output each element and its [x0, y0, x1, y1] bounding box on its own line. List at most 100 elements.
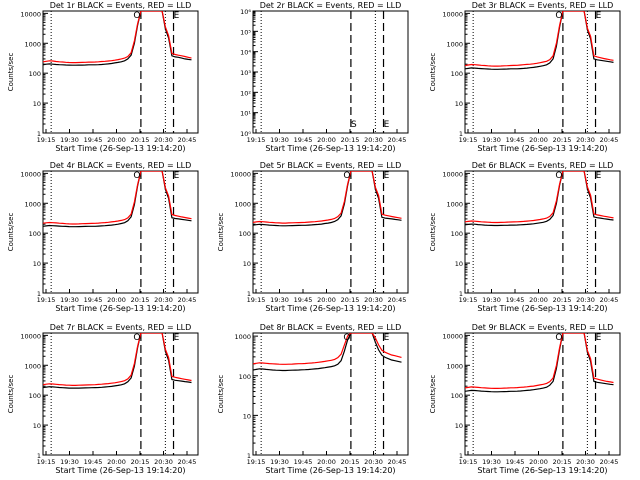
event-marker-o: O: [555, 333, 562, 343]
panel-det-5: Det 5r BLACK = Events, RED = LLD 19:15 19:…: [217, 161, 409, 313]
x-tick-label: 19:30: [482, 458, 501, 466]
plot-frame: [42, 332, 199, 456]
event-marker-o: O: [555, 11, 562, 21]
event-marker-o: O: [133, 11, 140, 21]
series-line-events: [465, 333, 614, 393]
x-tick-label: 20:00: [107, 136, 126, 144]
x-tick-label: 20:00: [529, 136, 548, 144]
panel-det-4: Det 4r BLACK = Events, RED = LLD 19:15 19:…: [7, 161, 199, 313]
x-axis-label: Start Time (26-Sep-13 19:14:20): [477, 144, 607, 153]
y-tick-label: 10¹: [240, 110, 251, 118]
x-tick-label: 20:15: [553, 296, 572, 304]
x-tick-label: 20:45: [178, 136, 197, 144]
y-tick-label: 10000: [20, 170, 41, 178]
series-line-lld: [43, 171, 192, 225]
event-marker-e: E: [384, 120, 390, 130]
x-tick-label: 19:15: [37, 458, 56, 466]
y-tick-label: 10000: [20, 10, 41, 18]
x-tick-label: 19:15: [247, 458, 266, 466]
y-tick-label: 10⁶: [240, 8, 251, 16]
plot-frame: [42, 10, 199, 134]
x-tick-label: 20:30: [154, 136, 173, 144]
x-tick-label: 19:45: [506, 136, 525, 144]
series-line-events: [465, 11, 614, 70]
x-tick-label: 19:45: [84, 296, 103, 304]
event-marker-o: O: [555, 171, 562, 181]
x-tick-label: 19:15: [459, 136, 478, 144]
event-marker-s: S: [351, 120, 357, 130]
series-line-events: [253, 171, 402, 227]
series-line-events: [43, 11, 192, 66]
y-tick-label: 1: [37, 290, 41, 298]
x-axis-label: Start Time (26-Sep-13 19:14:20): [265, 144, 395, 153]
y-tick-label: 1000: [234, 333, 251, 341]
x-tick-label: 19:45: [294, 296, 313, 304]
panel-title: Det 2r BLACK = Events, RED = LLD: [260, 1, 402, 10]
data-layer: [465, 333, 614, 393]
x-tick-label: 19:45: [84, 136, 103, 144]
y-tick-label: 10: [455, 100, 463, 108]
data-layer: [465, 11, 614, 70]
y-tick-label: 10⁰: [240, 130, 251, 138]
y-axis-label: Counts/sec: [429, 375, 437, 414]
data-layer: [465, 171, 614, 227]
y-axis-label: Counts/sec: [7, 375, 15, 414]
panel-title: Det 1r BLACK = Events, RED = LLD: [50, 1, 192, 10]
y-tick-label: 10000: [442, 10, 463, 18]
y-tick-label: 1000: [234, 200, 251, 208]
x-tick-label: 19:15: [459, 296, 478, 304]
x-tick-label: 20:15: [553, 458, 572, 466]
panel-det-9: Det 9r BLACK = Events, RED = LLD 19:15 19:…: [429, 323, 621, 475]
x-tick-label: 20:00: [317, 296, 336, 304]
x-tick-label: 19:15: [247, 296, 266, 304]
event-marker-o: O: [343, 171, 350, 181]
plot-frame: [252, 332, 409, 456]
series-line-lld: [253, 171, 402, 224]
x-tick-label: 20:45: [600, 458, 619, 466]
y-tick-label: 10: [243, 260, 251, 268]
x-tick-label: 20:30: [576, 296, 595, 304]
panel-title: Det 7r BLACK = Events, RED = LLD: [50, 323, 192, 332]
data-layer: [253, 171, 402, 227]
event-marker-o: O: [343, 333, 350, 343]
panel-det-1: Det 1r BLACK = Events, RED = LLD 19:15 19:…: [7, 1, 199, 153]
data-layer: [43, 171, 192, 228]
plot-frame: [464, 332, 621, 456]
y-tick-label: 10000: [230, 170, 251, 178]
plot-frame: [464, 10, 621, 134]
x-tick-label: 20:45: [388, 458, 407, 466]
panel-title: Det 6r BLACK = Events, RED = LLD: [472, 161, 614, 170]
y-tick-label: 10⁴: [240, 49, 251, 57]
y-tick-label: 1000: [24, 200, 41, 208]
y-tick-label: 100: [451, 70, 463, 78]
panel-title: Det 9r BLACK = Events, RED = LLD: [472, 323, 614, 332]
series-line-events: [43, 171, 192, 228]
panel-det-6: Det 6r BLACK = Events, RED = LLD 19:15 19:…: [429, 161, 621, 313]
event-marker-e: E: [174, 171, 180, 181]
x-tick-label: 19:45: [506, 296, 525, 304]
x-tick-label: 20:00: [317, 136, 336, 144]
event-marker-e: E: [384, 171, 390, 181]
panel-title: Det 8r BLACK = Events, RED = LLD: [260, 323, 402, 332]
x-axis-label: Start Time (26-Sep-13 19:14:20): [55, 304, 185, 313]
x-tick-label: 20:45: [388, 296, 407, 304]
y-axis-label: Counts/sec: [217, 213, 225, 252]
plot-frame: [464, 170, 621, 294]
y-axis-label: Counts/sec: [7, 53, 15, 92]
x-tick-label: 19:30: [60, 458, 79, 466]
x-tick-label: 20:15: [131, 296, 150, 304]
y-tick-label: 10: [33, 100, 41, 108]
x-tick-label: 19:30: [60, 136, 79, 144]
x-tick-label: 20:15: [131, 458, 150, 466]
x-tick-label: 20:15: [553, 136, 572, 144]
event-marker-e: E: [174, 333, 180, 343]
event-marker-o: O: [133, 171, 140, 181]
series-line-lld: [253, 333, 402, 365]
x-tick-label: 20:30: [364, 458, 383, 466]
y-tick-label: 1000: [446, 362, 463, 370]
series-line-lld: [43, 333, 192, 386]
event-marker-e: E: [384, 333, 390, 343]
y-tick-label: 1: [37, 452, 41, 460]
y-tick-label: 10⁵: [240, 28, 251, 36]
event-marker-e: E: [596, 333, 602, 343]
